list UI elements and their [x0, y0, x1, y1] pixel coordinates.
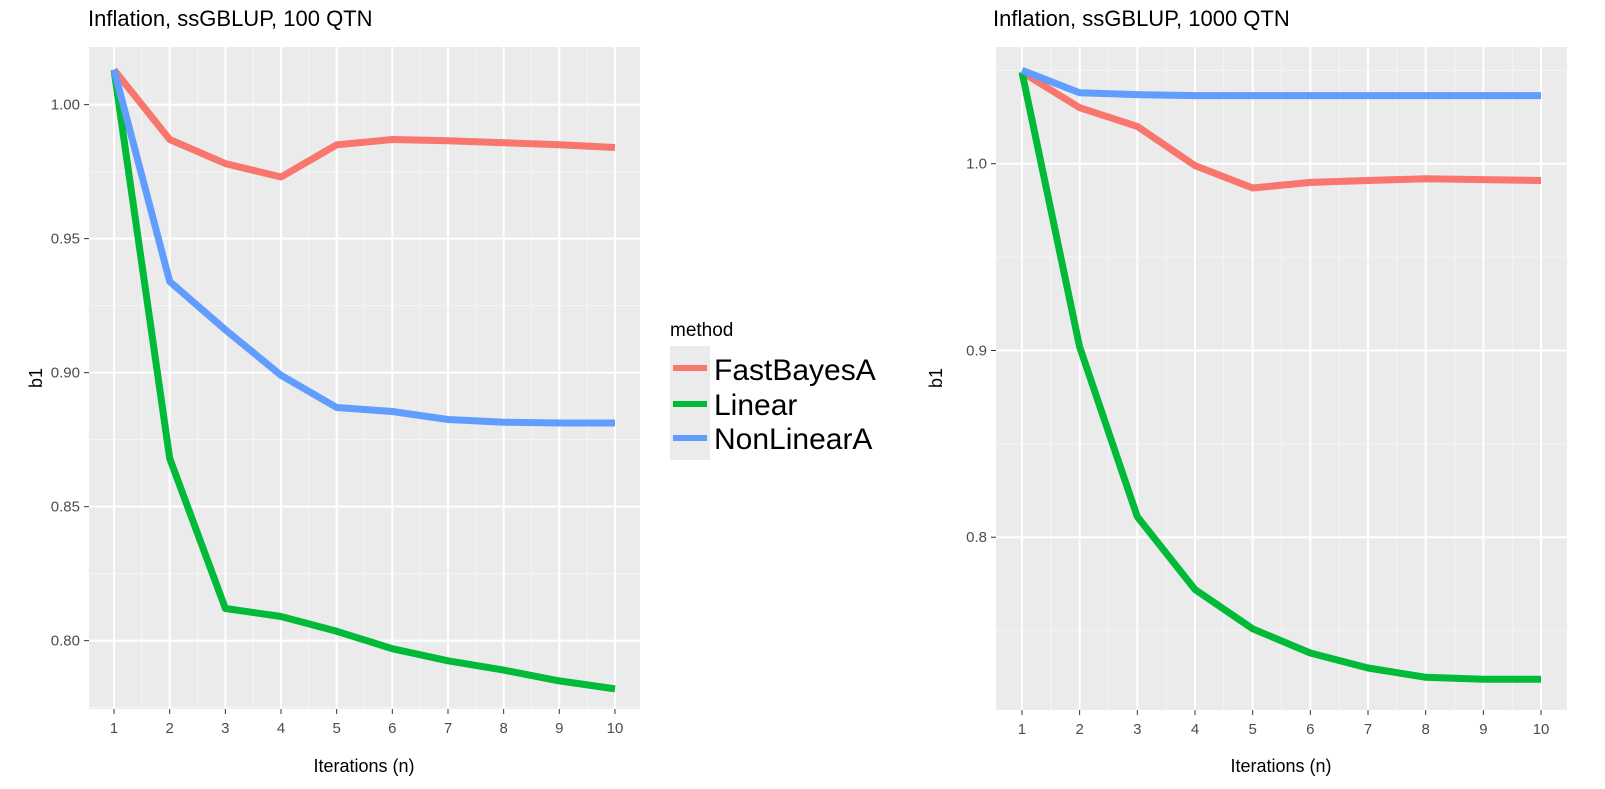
y-tick-label: 1.0: [966, 156, 987, 173]
x-axis: 1 2 3 4 5 6 7 8 9 10: [1018, 710, 1550, 738]
series-line-nonlineara: [110, 68, 615, 427]
series-line-nonlineara: [1020, 67, 1541, 100]
x-tick-label: 4: [1191, 721, 1199, 738]
x-axis: 1 2 3 4 5 6 7 8 9 10: [110, 709, 623, 737]
x-tick-label: 3: [221, 720, 229, 737]
y-tick-label: 0.80: [51, 633, 80, 650]
x-tick-label: 10: [1533, 721, 1550, 738]
y-tick-label: 0.85: [51, 499, 80, 516]
legend: method FastBayesA Linear NonLinearA: [670, 320, 876, 460]
x-tick-label: 9: [555, 720, 563, 737]
x-tick-label: 7: [1364, 721, 1372, 738]
series-line-linear: [110, 69, 616, 693]
x-tick-label: 1: [110, 720, 118, 737]
legend-entry-linear: Linear: [670, 389, 797, 422]
legend-label-linear: Linear: [714, 389, 797, 422]
y-tick-label: 0.90: [51, 365, 80, 382]
y-axis-title: b1: [26, 368, 46, 388]
series-layer: [110, 67, 616, 693]
x-tick-label: 2: [1075, 721, 1083, 738]
x-tick-label: 4: [277, 720, 285, 737]
legend-label-fastbayesa: FastBayesA: [714, 354, 876, 387]
y-tick-label: 0.8: [966, 529, 987, 546]
series-layer: [1018, 67, 1542, 683]
y-axis: 0.8 0.9 1.0: [966, 156, 996, 546]
legend-title: method: [670, 320, 733, 341]
x-tick-label: 2: [166, 720, 174, 737]
x-tick-label: 1: [1018, 721, 1026, 738]
y-axis: 0.80 0.85 0.90 0.95 1.00: [51, 97, 89, 650]
chart-title: Inflation, ssGBLUP, 100 QTN: [88, 6, 373, 31]
x-tick-label: 10: [607, 720, 624, 737]
series-line-fastbayesa: [1020, 69, 1542, 192]
series-line-fastbayesa: [111, 67, 616, 181]
x-tick-label: 3: [1133, 721, 1141, 738]
y-tick-label: 0.9: [966, 342, 987, 359]
x-tick-label: 6: [388, 720, 396, 737]
y-tick-label: 1.00: [51, 97, 80, 114]
x-tick-label: 5: [1248, 721, 1256, 738]
chart-title: Inflation, ssGBLUP, 1000 QTN: [993, 6, 1290, 31]
x-tick-label: 8: [1422, 721, 1430, 738]
legend-label-nonlineara: NonLinearA: [714, 423, 872, 456]
x-tick-label: 7: [444, 720, 452, 737]
grid: [996, 47, 1567, 710]
chart-1000-qtn: Inflation, ssGBLUP, 1000 QTN 0.8 0.9 1.0 1…: [926, 6, 1567, 776]
series-line-linear: [1018, 71, 1541, 683]
chart-100-qtn: Inflation, ssGBLUP, 100 QTN 0.80 0.85 0.90…: [26, 6, 640, 776]
x-tick-label: 5: [332, 720, 340, 737]
x-tick-label: 8: [499, 720, 507, 737]
y-tick-label: 0.95: [51, 231, 80, 248]
x-axis-title: Iterations (n): [313, 756, 414, 776]
x-tick-label: 9: [1479, 721, 1487, 738]
x-axis-title: Iterations (n): [1230, 756, 1331, 776]
legend-entry-nonlineara: NonLinearA: [670, 418, 872, 460]
x-tick-label: 6: [1306, 721, 1314, 738]
y-axis-title: b1: [926, 368, 946, 388]
legend-entry-fastbayesa: FastBayesA: [670, 346, 876, 390]
